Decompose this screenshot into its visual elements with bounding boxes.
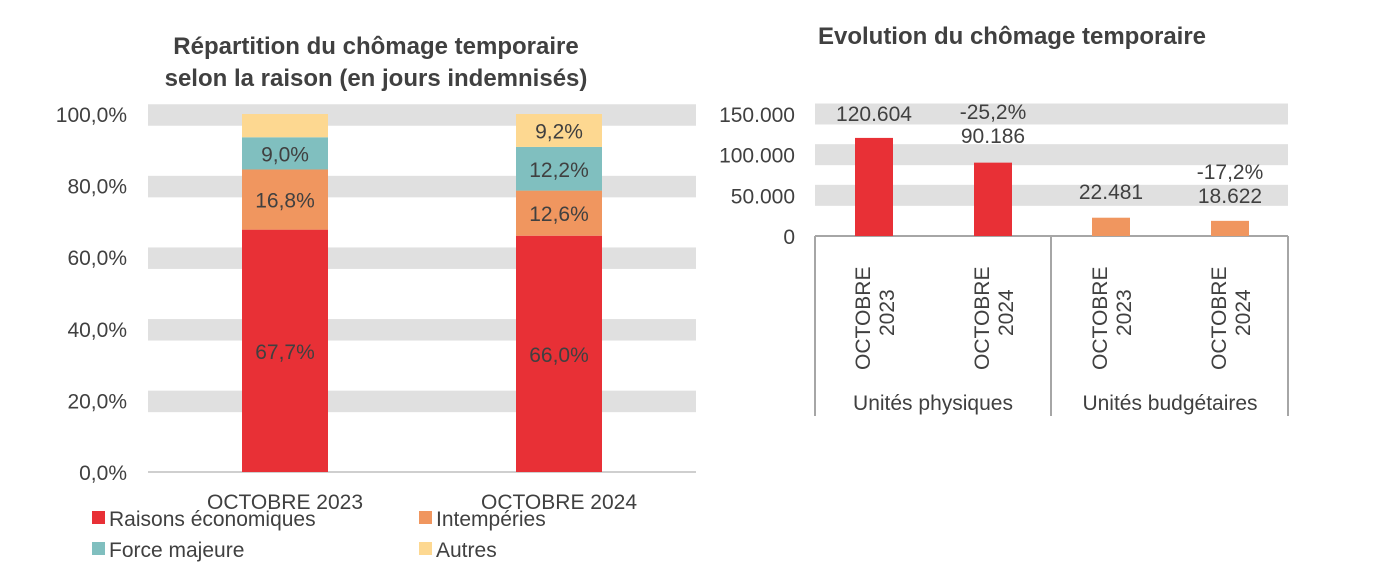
data-label: 9,2% (535, 120, 583, 143)
x-tick-label-year: 2024 (995, 289, 1018, 336)
grid-band (815, 103, 1288, 125)
bar-segment (242, 229, 328, 472)
data-label: 9,0% (261, 143, 309, 166)
data-label: 120.604 (836, 103, 912, 126)
y-tick-label: 60,0% (67, 247, 127, 270)
x-tick-label: OCTOBRE2024 (971, 267, 1018, 370)
y-tick-label: 20,0% (67, 390, 127, 413)
x-tick-label: OCTOBRE2023 (1089, 267, 1136, 370)
grid-band (148, 175, 696, 198)
y-tick-label: 40,0% (67, 319, 127, 342)
legend-swatch (419, 542, 432, 555)
grid-band (815, 144, 1288, 166)
legend-label: Autres (436, 539, 497, 562)
x-tick-label-month: OCTOBRE (971, 267, 994, 370)
legend-label: Force majeure (109, 539, 244, 562)
x-tick-label-month: OCTOBRE (1089, 267, 1112, 370)
y-tick-label: 100,0% (56, 104, 127, 127)
x-tick-label: OCTOBRE 2023 (207, 491, 363, 514)
y-tick-label: 0 (783, 226, 795, 249)
y-tick-label: 50.000 (731, 185, 795, 208)
grid-band (148, 104, 696, 126)
data-label: 66,0% (529, 344, 589, 367)
legend-label: Intempéries (436, 508, 546, 531)
right-chart-title: Evolution du chômage temporaire (818, 23, 1206, 50)
legend-swatch (92, 511, 105, 524)
x-tick-label-year: 2023 (876, 289, 899, 336)
y-tick-label: 0,0% (79, 462, 127, 485)
left-chart-title-line1: Répartition du chômage temporaire (173, 33, 578, 60)
x-tick-label: OCTOBRE2023 (852, 267, 899, 370)
legend-swatch (419, 511, 432, 524)
grid-band (148, 319, 696, 341)
data-label: 12,6% (529, 203, 589, 226)
y-tick-label: 150.000 (719, 104, 795, 127)
group-label: Unités physiques (853, 392, 1013, 415)
x-tick-label-month: OCTOBRE (1208, 267, 1231, 370)
y-tick-label: 100.000 (719, 145, 795, 168)
data-label: 18.622 (1198, 185, 1262, 208)
grid-band (148, 247, 696, 269)
grid-band (815, 184, 1288, 206)
group-label: Unités budgétaires (1082, 392, 1257, 415)
data-label: 16,8% (255, 190, 315, 213)
y-tick-label: 80,0% (67, 176, 127, 199)
bar-segment (516, 114, 602, 147)
x-tick-label-year: 2023 (1113, 289, 1136, 336)
grid-band (148, 390, 696, 413)
bar (1092, 217, 1130, 236)
bar (1211, 220, 1249, 236)
bar-segment (242, 169, 328, 230)
x-tick-label: OCTOBRE 2024 (481, 491, 637, 514)
data-label: 90.186 (961, 125, 1025, 148)
data-label: 22.481 (1079, 181, 1143, 204)
bar-segment (516, 190, 602, 236)
bar-segment (516, 235, 602, 472)
left-chart-title-line2: selon la raison (en jours indemnisés) (165, 65, 588, 92)
data-label: 12,2% (529, 159, 589, 182)
bar-segment (242, 114, 328, 138)
change-label: -25,2% (960, 101, 1027, 124)
x-tick-label-month: OCTOBRE (852, 267, 875, 370)
bar (855, 137, 893, 236)
x-tick-label: OCTOBRE2024 (1208, 267, 1255, 370)
bar-segment (242, 137, 328, 170)
bar (974, 162, 1012, 236)
x-tick-label-year: 2024 (1232, 289, 1255, 336)
data-label: 67,7% (255, 341, 315, 364)
bar-segment (516, 146, 602, 191)
legend-label: Raisons économiques (109, 508, 316, 531)
legend-swatch (92, 542, 105, 555)
change-label: -17,2% (1197, 161, 1264, 184)
